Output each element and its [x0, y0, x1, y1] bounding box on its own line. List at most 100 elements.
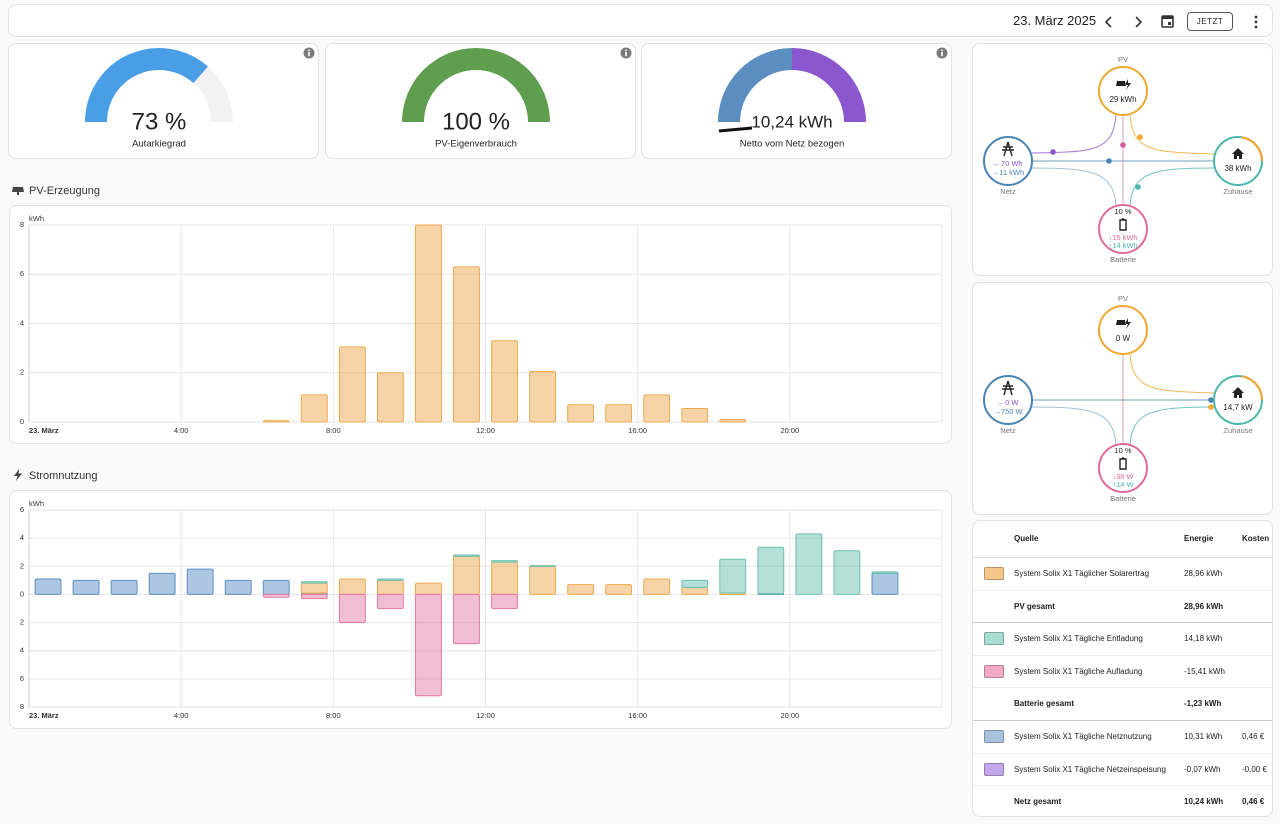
- y-tick-label: 2: [20, 368, 24, 377]
- legend-swatch: [984, 632, 1004, 646]
- section-title: Stromnutzung: [12, 469, 97, 482]
- info-dot: [308, 49, 310, 52]
- bar: [605, 584, 633, 595]
- bar: [871, 571, 899, 574]
- bar: [415, 224, 442, 423]
- menu-button[interactable]: [1254, 15, 1258, 29]
- bar: [148, 572, 176, 595]
- x-tick-label: 23. März: [29, 426, 59, 435]
- source-cost: -0,00 €: [1242, 764, 1267, 774]
- info-icon[interactable]: [303, 47, 315, 59]
- bar: [262, 593, 290, 598]
- bar: [262, 420, 290, 423]
- bar: [34, 578, 62, 595]
- source-energy: 28,96 kWh: [1184, 569, 1223, 578]
- date: 23. März 2025: [1013, 13, 1097, 28]
- bar: [453, 555, 480, 595]
- x-tick-label: 8:00: [326, 426, 341, 435]
- now-button[interactable]: JETZT: [1187, 12, 1233, 31]
- y-tick-label: 4: [20, 533, 24, 542]
- bar: [491, 561, 518, 595]
- toolbar-icons: [1104, 15, 1258, 29]
- bar: [491, 340, 518, 423]
- bar: [415, 582, 442, 595]
- y-tick-label: 6: [20, 505, 24, 514]
- grid-in: →750 W: [993, 407, 1023, 416]
- info-icon[interactable]: [936, 47, 948, 59]
- header-cell: Quelle: [1014, 534, 1039, 543]
- bar: [529, 371, 556, 423]
- battery-in: ↓15 kWh: [1108, 233, 1137, 242]
- bar: [681, 579, 709, 588]
- bar: [681, 407, 709, 423]
- bar: [643, 578, 671, 595]
- graphic: kWh 0 2 4 6 8 23. März 4:00 8:00 12:00 16:00 20:00: [20, 214, 943, 435]
- flow-dot: [1050, 149, 1056, 155]
- y-tick-label: 2: [20, 561, 24, 570]
- flow-dot: [1137, 134, 1143, 140]
- total-row: Batterie gesamt -1,23 kWh: [973, 687, 1272, 721]
- legend-swatch: [984, 762, 1004, 776]
- home-icon: [1232, 148, 1244, 159]
- next-button[interactable]: [1135, 16, 1143, 28]
- source-energy: 14,18 kWh: [1184, 634, 1223, 644]
- x-tick-label: 4:00: [174, 711, 189, 720]
- source-name: Batterie gesamt: [1014, 699, 1075, 709]
- bar: [300, 582, 328, 594]
- home-value: 38 kWh: [1224, 164, 1251, 173]
- x-tick-label: 23. März: [29, 711, 59, 720]
- calendar-button[interactable]: [1161, 15, 1174, 28]
- gauge-value-label: 10,24 kWh: [751, 112, 832, 131]
- info-dot: [941, 49, 943, 52]
- section-icon: [12, 187, 24, 195]
- bar: [300, 581, 328, 584]
- total-row: PV gesamt 28,96 kWh: [973, 590, 1272, 624]
- bar: [338, 593, 366, 624]
- icon-shape: [12, 187, 24, 195]
- gauge-value-label: 73 %: [132, 108, 187, 135]
- sources-card: Quelle Energie Kosten System Solix X1 Tägli…: [972, 520, 1273, 817]
- source-energy: 10,31 kWh: [1184, 732, 1223, 741]
- source-name: System Solix X1 Tägliche Aufladung: [1014, 666, 1143, 676]
- source-row: System Solix X1 Täglicher Solarertrag 28,…: [973, 557, 1272, 591]
- section-icon: [14, 469, 22, 481]
- bar: [415, 593, 442, 697]
- bar: [224, 579, 252, 595]
- total-row: Netz gesamt 10,24 kWh 0,46 €: [973, 785, 1272, 816]
- flow-dot: [1135, 184, 1141, 190]
- battery-node: [1098, 204, 1148, 254]
- bar: [795, 533, 823, 595]
- bar: [300, 593, 328, 600]
- gauge-value: [401, 48, 550, 123]
- flow-dot: [1120, 142, 1126, 148]
- source-row: System Solix X1 Tägliche Netznutzung 10,3…: [973, 720, 1272, 754]
- top-bar: 23. März 2025 JETZT: [8, 4, 1273, 37]
- source-name: System Solix X1 Täglicher Solarertrag: [1014, 569, 1150, 578]
- battery-out: ↑14 W: [1112, 480, 1134, 489]
- bar: [376, 372, 404, 423]
- gauge-label: PV-Eigenverbrauch: [435, 139, 517, 150]
- y-tick-label: 0: [20, 589, 24, 598]
- flow-line: [1031, 114, 1117, 154]
- bar: [871, 572, 899, 595]
- battery-label: Batterie: [1110, 494, 1136, 503]
- graphic: PV 0 W ←0 W→750 W Netz 14,7 kW Zuhause 10 % ↓36…: [983, 294, 1264, 503]
- graphic: 10,24 kWh Netto vom Netz bezogen: [718, 47, 948, 150]
- flow-line: [1129, 167, 1215, 206]
- source-name: System Solix X1 Tägliche Netznutzung: [1014, 732, 1152, 741]
- prev-button[interactable]: [1104, 16, 1112, 28]
- chart-card: kWh 8 6 4 2 0 2 4 6 23. März 4:00 8:00 12:00 16:00 20:…: [9, 490, 952, 729]
- flow-dot: [1208, 397, 1214, 403]
- graphic: kWh 8 6 4 2 0 2 4 6 23. März 4:00 8:00 12:00 16:00 20:…: [20, 499, 943, 720]
- grid-out: ←70 Wh: [993, 159, 1022, 168]
- y-unit: kWh: [29, 214, 44, 223]
- source-name: Netz gesamt: [1014, 797, 1062, 807]
- info-icon[interactable]: [620, 47, 631, 59]
- grid-node: [983, 375, 1033, 425]
- gauge-value: [85, 48, 208, 123]
- battery-icon: [1119, 218, 1127, 231]
- header-cell: Kosten: [1242, 534, 1270, 543]
- bar: [529, 565, 556, 595]
- grid-label: Netz: [1000, 426, 1016, 435]
